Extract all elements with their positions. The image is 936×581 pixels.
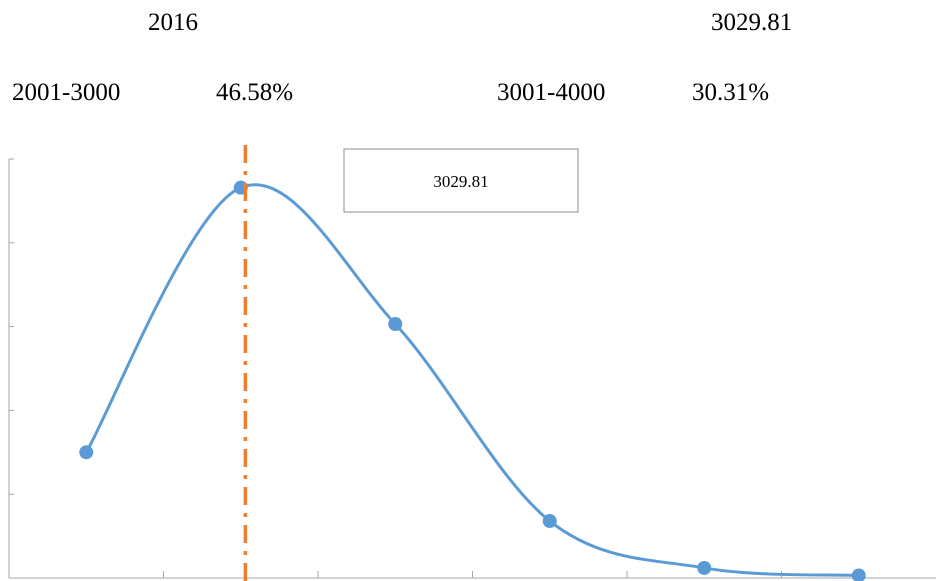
chart-series — [79, 180, 866, 581]
data-point — [79, 445, 94, 460]
callout-value: 3029.81 — [433, 172, 488, 191]
range-2-percent: 30.31% — [692, 79, 770, 106]
series-line — [84, 183, 861, 577]
range-1-percent: 46.58% — [216, 79, 294, 106]
chart-callout: 3029.81 — [343, 148, 579, 213]
range-2-label: 3001-4000 — [497, 79, 606, 106]
year-label: 2016 — [148, 9, 198, 36]
chart-axes — [8, 158, 936, 579]
data-point — [697, 560, 712, 575]
callout-box — [343, 148, 579, 213]
data-point — [542, 514, 557, 529]
mean-value-label: 3029.81 — [711, 9, 793, 36]
range-1-label: 2001-3000 — [12, 79, 121, 106]
data-point — [388, 317, 403, 332]
data-point — [851, 568, 866, 581]
